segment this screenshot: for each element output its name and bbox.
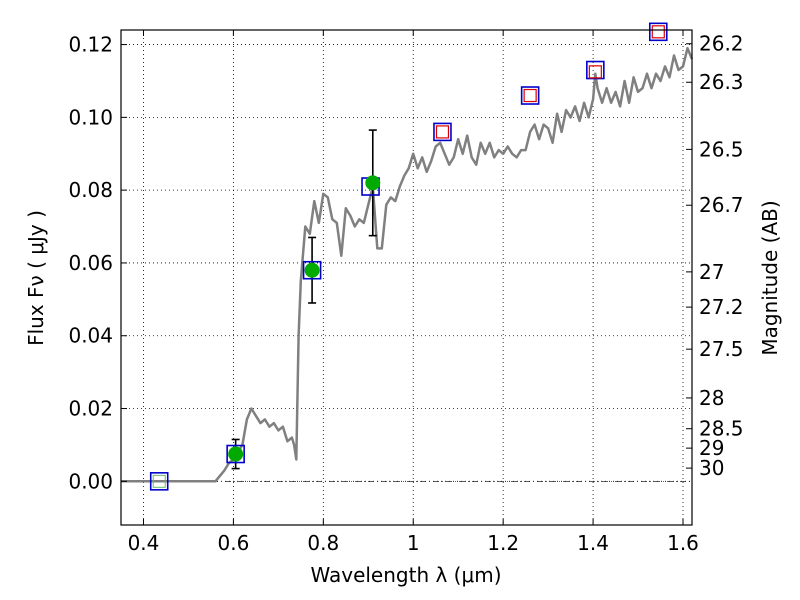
x-axis-label: Wavelength λ (μm) bbox=[310, 563, 501, 587]
plot-frame bbox=[120, 29, 693, 526]
model-spectrum-line bbox=[121, 46, 694, 483]
magnitude-tick-label: 30 bbox=[699, 456, 724, 480]
x-tick-label: 1 bbox=[407, 531, 420, 555]
band-box-marker bbox=[149, 472, 169, 491]
upper-limit-marker bbox=[651, 25, 665, 39]
band-box-marker bbox=[226, 444, 245, 464]
y-tick-label: 0.04 bbox=[68, 324, 113, 348]
magnitude-tick-label: 28.5 bbox=[699, 417, 744, 441]
detection-point bbox=[228, 446, 244, 462]
magnitude-tick-label: 26.5 bbox=[699, 137, 744, 161]
magnitude-tick-label: 26.7 bbox=[699, 193, 744, 217]
magnitude-tick-label: 27 bbox=[699, 260, 724, 284]
y-axis-label: Flux Fν ( μJy ) bbox=[24, 210, 48, 346]
band-box-marker bbox=[586, 60, 605, 80]
upper-limit-markers bbox=[435, 25, 665, 139]
x-tick-label: 0.4 bbox=[128, 531, 160, 555]
x-tick-label: 1.6 bbox=[667, 531, 699, 555]
band-box-marker bbox=[433, 122, 452, 142]
y-axis-ticks: 0.00 0.02 0.04 0.06 0.08 0.10 0.12 bbox=[68, 33, 127, 493]
x-axis-ticks: 0.4 0.6 0.8 1 1.2 1.4 1.6 bbox=[128, 30, 699, 555]
magnitude-tick-label: 28 bbox=[699, 386, 724, 410]
x-tick-label: 1.4 bbox=[577, 531, 609, 555]
y-tick-label: 0.12 bbox=[68, 33, 113, 57]
magnitude-tick-label: 26.3 bbox=[699, 70, 744, 94]
error-bars bbox=[231, 129, 377, 470]
upper-limit-marker bbox=[523, 88, 537, 103]
band-boxes bbox=[149, 22, 668, 491]
band-box-inner-marker bbox=[152, 474, 166, 488]
y-tick-label: 0.10 bbox=[68, 105, 113, 129]
magnitude-tick-label: 29 bbox=[699, 436, 724, 460]
detection-points bbox=[228, 175, 381, 462]
band-box-marker bbox=[648, 22, 668, 42]
y-tick-label: 0.08 bbox=[68, 178, 113, 202]
magnitude-tick-label: 26.2 bbox=[699, 32, 744, 56]
x-tick-label: 0.8 bbox=[307, 531, 339, 555]
model-spectrum bbox=[121, 46, 694, 483]
grid-lines bbox=[121, 30, 692, 525]
x-tick-label: 1.2 bbox=[487, 531, 519, 555]
detection-point bbox=[365, 175, 381, 191]
magnitude-tick-label: 27.5 bbox=[699, 337, 744, 361]
y-tick-label: 0.02 bbox=[68, 397, 113, 421]
band-box-marker bbox=[302, 260, 322, 280]
magnitude-axis-label: Magnitude (AB) bbox=[758, 200, 782, 355]
upper-limit-marker bbox=[435, 125, 450, 139]
y-tick-label: 0.00 bbox=[68, 469, 113, 493]
band-box-marker bbox=[520, 86, 540, 105]
y-tick-label: 0.06 bbox=[68, 251, 113, 275]
upper-limit-marker bbox=[588, 65, 602, 79]
x-tick-label: 0.6 bbox=[217, 531, 249, 555]
detection-point bbox=[304, 262, 320, 278]
magnitude-tick-label: 27.2 bbox=[699, 295, 744, 319]
